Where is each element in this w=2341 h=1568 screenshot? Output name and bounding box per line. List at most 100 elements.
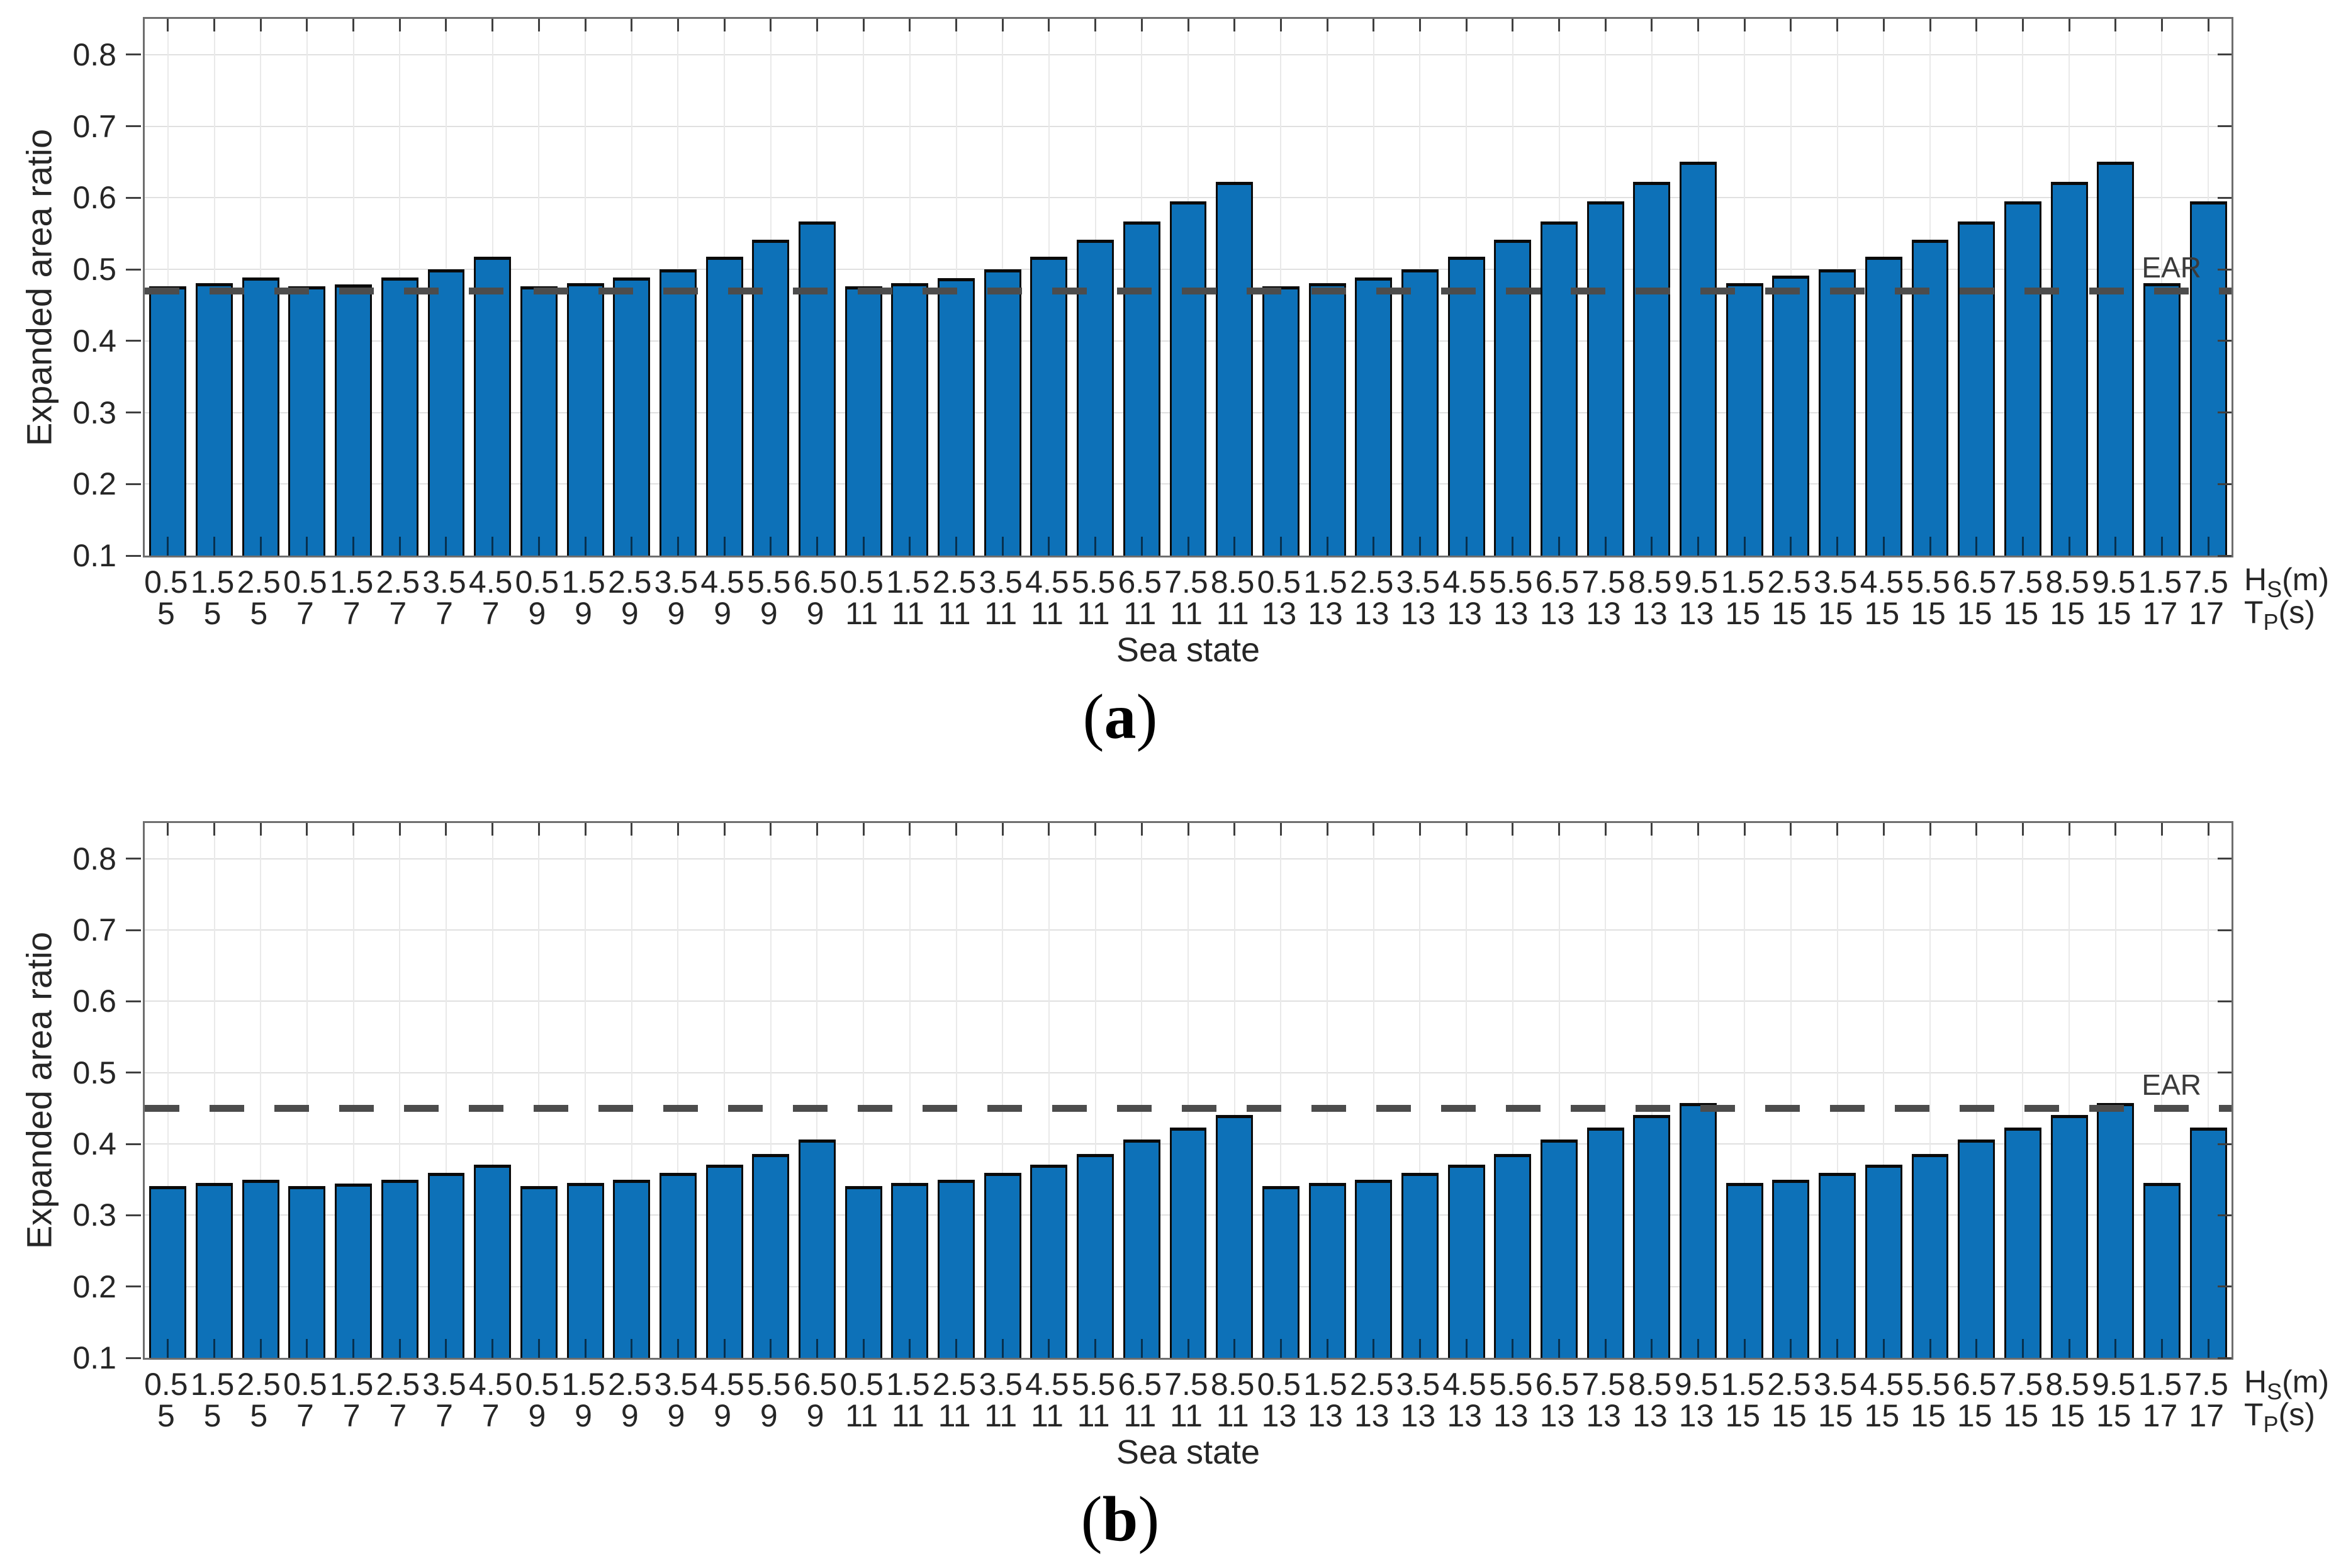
top-tick (723, 823, 726, 836)
x-tick-label-hs: 8.5 (1628, 1367, 1672, 1402)
x-tick-label-hs: 1.5 (1721, 564, 1765, 600)
bottom-tick (352, 537, 355, 556)
bottom-tick (1836, 1339, 1839, 1358)
bottom-tick (537, 1339, 540, 1358)
top-tick (1604, 19, 1607, 31)
bottom-tick (2068, 1339, 2070, 1358)
top-tick (2207, 823, 2209, 836)
y-tick-right (2218, 1357, 2232, 1359)
bar (1216, 182, 1254, 556)
bar (2004, 1127, 2041, 1358)
y-tick-label: 0.2 (72, 1268, 116, 1304)
x-tick-label-tp: 9 (714, 1398, 732, 1433)
v-gridline (167, 823, 169, 1358)
y-tick-label: 0.5 (72, 252, 116, 288)
v-gridline (1790, 823, 1792, 1358)
bottom-tick (1929, 537, 1931, 556)
v-gridline (1929, 823, 1931, 1358)
x-tick-label-hs: 1.5 (1721, 1367, 1765, 1402)
v-gridline (1697, 823, 1699, 1358)
top-tick (770, 823, 772, 836)
top-tick (1279, 19, 1282, 31)
x-axis-tp-row: 5 5 5 7 7 7 7 7 9 9 9 9 9 9 9 11 11 11 11 11 11 11 11 11 13 13 13 1… (143, 596, 2233, 631)
top-tick (2207, 19, 2209, 31)
bottom-tick (398, 1339, 401, 1358)
bottom-tick (1790, 537, 1792, 556)
x-tick-label-hs: 4.5 (1860, 1367, 1904, 1402)
bottom-tick (770, 1339, 772, 1358)
bar (1447, 256, 1485, 556)
bottom-tick (445, 1339, 447, 1358)
x-tick-label-tp: 15 (2096, 1398, 2131, 1433)
panel-caption: (b) (0, 1484, 2240, 1555)
caption-paren-close: ) (1138, 1484, 1160, 1555)
top-tick (2114, 19, 2117, 31)
x-tick-label-tp: 11 (1030, 1398, 1064, 1433)
bottom-tick (1373, 1339, 1375, 1358)
x-tick-label-hs: 1.5 (329, 564, 374, 600)
v-gridline (2161, 823, 2163, 1358)
v-gridline (1836, 823, 1838, 1358)
bar (149, 286, 187, 556)
bar (705, 1164, 743, 1358)
x-tick-label-tp: 13 (1586, 1398, 1621, 1433)
bar (474, 256, 512, 556)
x-tick-label-hs: 4.5 (1025, 564, 1069, 600)
bar (1030, 256, 1068, 556)
bottom-tick (167, 537, 169, 556)
x-tick-label-hs: 6.5 (1535, 1367, 1580, 1402)
x-tick-label-hs: 3.5 (654, 1367, 699, 1402)
chart-panel-b: Expanded area ratio 0.5 1.5 2.5 0.5 1.5 2.5 3.… (0, 784, 2341, 1568)
x-tick-label-tp: 15 (1864, 596, 1900, 631)
x-tick-label-hs: 4.5 (1025, 1367, 1069, 1402)
x-tick-label-tp: 13 (1678, 1398, 1714, 1433)
bottom-tick (445, 537, 447, 556)
x-tick-label-hs: 8.5 (2045, 564, 2089, 600)
top-tick (816, 823, 818, 836)
v-gridline (260, 823, 262, 1358)
v-gridline (1187, 823, 1189, 1358)
tp-unit-letter: T (2244, 595, 2264, 630)
top-tick (445, 823, 447, 836)
x-tick-label-tp: 9 (620, 596, 639, 631)
top-tick (1187, 19, 1189, 31)
top-tick (862, 19, 865, 31)
bar (1911, 1153, 1949, 1358)
bottom-tick (1187, 537, 1189, 556)
v-gridline (213, 823, 215, 1358)
bar (1958, 1140, 1996, 1358)
bottom-tick (1975, 1339, 1978, 1358)
bottom-tick (1465, 1339, 1468, 1358)
bar (1958, 221, 1996, 556)
bottom-tick (1140, 1339, 1143, 1358)
bar (566, 1183, 604, 1358)
x-tick-label-tp: 13 (1261, 596, 1297, 631)
top-tick (2068, 823, 2070, 836)
top-tick (1558, 19, 1560, 31)
bottom-tick (1373, 537, 1375, 556)
bottom-tick (2160, 537, 2163, 556)
y-tick (126, 340, 141, 342)
x-tick-label-tp: 9 (806, 1398, 824, 1433)
bar (2189, 1127, 2227, 1358)
y-tick-right (2218, 554, 2232, 557)
top-tick (770, 19, 772, 31)
y-tick-label: 0.3 (72, 395, 116, 430)
caption-letter: b (1102, 1484, 1138, 1555)
top-tick (1279, 823, 1282, 836)
top-tick (1558, 823, 1560, 836)
y-tick (126, 1214, 141, 1216)
x-tick-label-tp: 13 (1354, 596, 1389, 631)
bar (659, 269, 697, 556)
x-tick-label-tp: 9 (667, 1398, 685, 1433)
x-tick-label-hs: 1.5 (886, 564, 930, 600)
x-tick-label-hs: 3.5 (979, 1367, 1023, 1402)
x-tick-label-hs: 0.5 (515, 564, 559, 600)
top-tick (1140, 823, 1143, 836)
bar (2050, 182, 2088, 556)
bottom-tick (1048, 537, 1050, 556)
bottom-tick (1465, 537, 1468, 556)
bottom-tick (259, 1339, 262, 1358)
y-tick-label: 0.3 (72, 1197, 116, 1233)
x-tick-label-hs: 0.5 (144, 564, 188, 600)
